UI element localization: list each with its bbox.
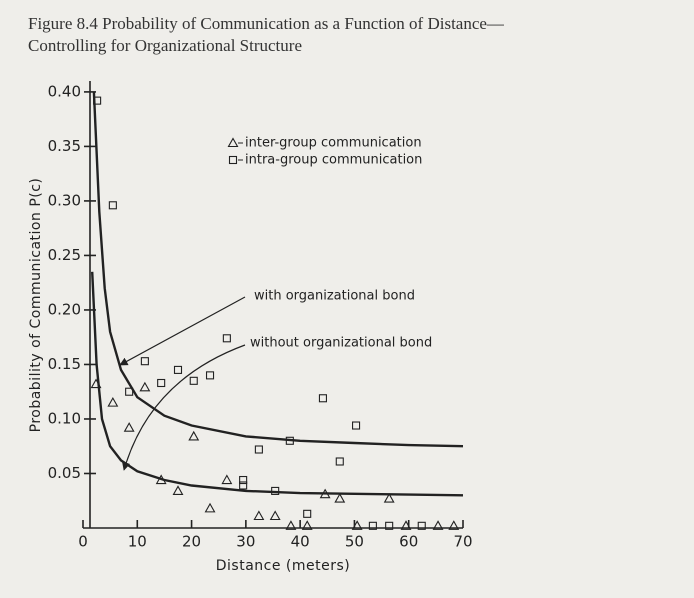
y-tick-label: 0.30	[48, 191, 81, 209]
square-point	[352, 421, 361, 430]
x-tick-label: 40	[291, 533, 310, 551]
x-tick-label: 70	[453, 533, 472, 551]
square-point	[173, 365, 183, 374]
triangle-point	[432, 520, 444, 530]
x-axis-label: Distance (meters)	[216, 558, 351, 574]
y-tick-label: 0.05	[48, 464, 81, 482]
triangle-point	[123, 422, 135, 432]
legend-label: inter-group communication	[245, 136, 422, 151]
y-tick-label: 0.40	[48, 82, 81, 100]
square-point	[254, 445, 263, 454]
y-tick-label: 0.10	[48, 409, 81, 427]
triangle-point	[448, 520, 460, 530]
curve-label: with organizational bond	[254, 289, 415, 304]
square-point	[239, 481, 248, 490]
x-tick-label: 60	[399, 533, 418, 551]
triangle-point	[269, 510, 281, 521]
square-point	[108, 201, 117, 210]
triangle-point	[301, 520, 313, 530]
square-point	[222, 334, 231, 343]
x-tick-label: 30	[236, 533, 255, 551]
triangle-point	[351, 520, 363, 530]
y-tick-label: 0.20	[48, 300, 81, 318]
triangle-point	[400, 520, 412, 530]
annotation-arrow	[119, 296, 246, 366]
y-tick-label: 0.25	[48, 246, 81, 264]
y-tick-label: 0.35	[48, 137, 81, 155]
curve-label: without organizational bond	[250, 336, 432, 351]
square-point	[385, 521, 394, 530]
triangle-point	[107, 397, 119, 407]
triangle-point	[204, 502, 216, 513]
triangle-point	[227, 137, 239, 148]
square-point	[318, 394, 327, 403]
triangle-point	[334, 492, 346, 503]
square-point	[140, 357, 149, 366]
x-tick-label: 10	[128, 533, 147, 551]
triangle-point	[383, 492, 395, 503]
x-tick-label: 0	[78, 533, 88, 551]
square-point	[228, 155, 238, 165]
square-point	[157, 378, 166, 388]
square-point	[303, 509, 312, 518]
square-point	[368, 521, 377, 530]
fit-curve	[91, 271, 464, 497]
triangle-point	[172, 485, 184, 495]
legend-label: intra-group communication	[245, 153, 422, 168]
x-tick-label: 20	[182, 533, 201, 551]
x-tick-label: 50	[345, 533, 364, 551]
triangle-point	[253, 510, 265, 521]
triangle-point	[285, 520, 297, 530]
triangle-point	[188, 430, 200, 441]
annotation-arrow	[122, 344, 246, 471]
square-point	[417, 521, 426, 530]
title-line: Controlling for Organizational Structure	[28, 36, 302, 55]
square-point	[189, 376, 198, 385]
square-point	[239, 475, 248, 485]
square-point	[205, 371, 215, 380]
y-axis-label: Probability of Communication P(c)	[28, 178, 44, 433]
triangle-point	[221, 474, 233, 485]
fit-curve	[92, 91, 464, 448]
y-tick-label: 0.15	[48, 355, 81, 373]
triangle-point	[139, 381, 151, 392]
square-point	[335, 457, 344, 466]
title-line: Figure 8.4 Probability of Communication …	[28, 14, 505, 33]
